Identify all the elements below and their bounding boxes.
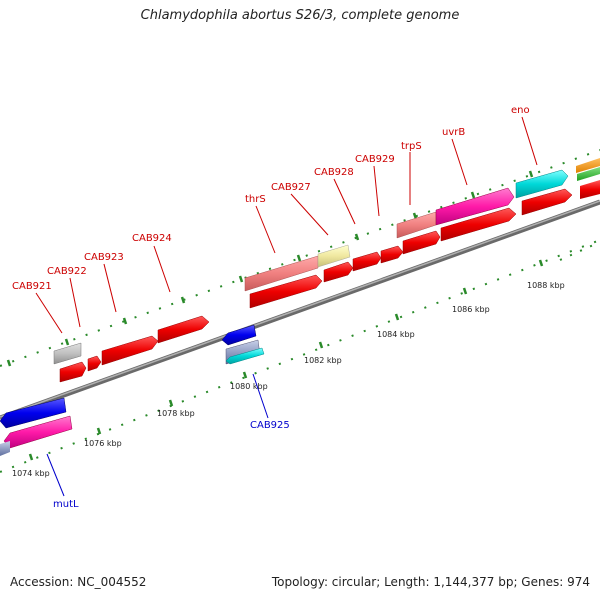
gene-edge-red[interactable] — [580, 180, 600, 199]
gene-eno[interactable] — [515, 169, 569, 199]
gene-label[interactable]: CAB922 — [47, 266, 87, 277]
scale-tick-label: 1088 kbp — [527, 281, 565, 290]
gene-uvrb-red[interactable] — [440, 207, 517, 242]
gene-eno-red[interactable] — [521, 188, 573, 216]
scale-tick-label: 1078 kbp — [157, 409, 195, 418]
reverse-label-leaders — [46, 373, 269, 497]
genome-backbone — [0, 199, 600, 421]
gene-label[interactable]: CAB928 — [314, 167, 354, 178]
gene-label[interactable]: CAB923 — [84, 252, 124, 263]
gene-cab927[interactable] — [317, 244, 351, 268]
genome-stats: Topology: circular; Length: 1,144,377 bp… — [271, 575, 590, 589]
gene-mutl-blue[interactable] — [0, 397, 67, 429]
map-title: Chlamydophila abortus S26/3, complete ge… — [140, 8, 460, 23]
forward-label-leaders — [35, 116, 538, 334]
forward-gene-labels: CAB921 CAB922 CAB923 CAB924 thrS CAB927 … — [12, 105, 530, 292]
gene-cab921[interactable] — [53, 342, 82, 365]
scale-track: 1074 kbp 1076 kbp 1078 kbp 1080 kbp 1082… — [0, 239, 600, 478]
gene-cab929b[interactable] — [380, 245, 404, 264]
gene-label[interactable]: thrS — [245, 194, 266, 205]
gene-trps-red[interactable] — [402, 230, 441, 255]
gene-label[interactable]: eno — [511, 105, 530, 116]
gene-thrs[interactable] — [244, 255, 319, 292]
gene-cab923[interactable] — [101, 335, 159, 366]
gene-label[interactable]: trpS — [401, 141, 422, 152]
gene-label[interactable]: mutL — [53, 499, 79, 510]
gene-cab925-blue[interactable] — [221, 324, 257, 346]
scale-tick-label: 1082 kbp — [304, 356, 342, 365]
gene-edge-green[interactable] — [577, 167, 600, 181]
reverse-genes — [0, 324, 265, 456]
gene-mutl[interactable] — [3, 415, 73, 449]
scale-tick-label: 1080 kbp — [230, 382, 268, 391]
gene-cab925-cyan[interactable] — [225, 347, 265, 365]
gene-cab929[interactable] — [352, 251, 382, 272]
gene-cab928[interactable] — [323, 261, 354, 283]
scale-tick-label: 1074 kbp — [12, 469, 50, 478]
forward-genes — [53, 158, 600, 383]
gene-label[interactable]: CAB925 — [250, 420, 290, 431]
gene-edge-orange[interactable] — [576, 158, 600, 173]
scale-tick-label: 1084 kbp — [377, 330, 415, 339]
gene-label[interactable]: CAB927 — [271, 182, 311, 193]
scale-tick-label: 1086 kbp — [452, 305, 490, 314]
gene-label[interactable]: CAB921 — [12, 281, 52, 292]
accession-text: Accession: NC_004552 — [10, 575, 147, 589]
scale-tick-label: 1076 kbp — [84, 439, 122, 448]
gene-label[interactable]: uvrB — [442, 127, 465, 138]
gene-mutl-edge[interactable] — [0, 441, 10, 456]
gene-uvrb[interactable] — [435, 187, 515, 226]
gene-label[interactable]: CAB929 — [355, 154, 395, 165]
forward-tick-track — [0, 149, 600, 367]
reverse-gene-labels: CAB925 mutL — [53, 420, 290, 510]
gene-cab924[interactable] — [157, 315, 210, 344]
gene-thrs-red[interactable] — [249, 274, 323, 309]
gene-label[interactable]: CAB924 — [132, 233, 172, 244]
gene-cab922[interactable] — [59, 361, 87, 383]
gene-cab922b[interactable] — [87, 355, 102, 372]
